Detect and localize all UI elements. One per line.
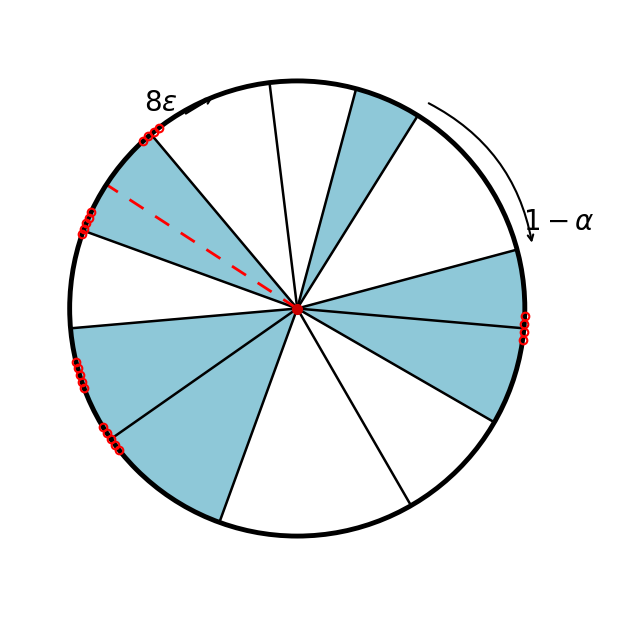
Polygon shape (297, 89, 418, 308)
Polygon shape (297, 250, 525, 328)
Text: $1-\alpha$: $1-\alpha$ (523, 209, 595, 236)
Polygon shape (111, 308, 297, 523)
Text: $8\varepsilon$: $8\varepsilon$ (144, 90, 177, 117)
Polygon shape (70, 308, 297, 439)
Polygon shape (297, 308, 524, 422)
Polygon shape (83, 134, 297, 308)
